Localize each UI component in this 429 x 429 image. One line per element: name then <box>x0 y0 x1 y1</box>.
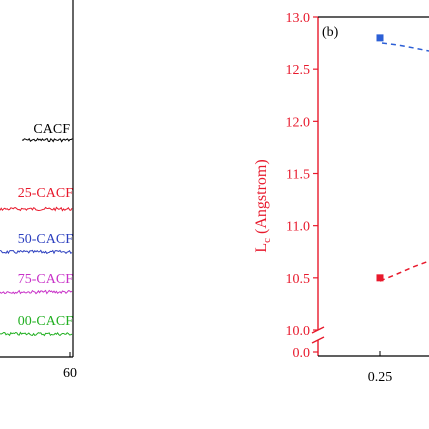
trace-25-cacf <box>0 206 73 212</box>
series-label-25-cacf: 25-CACF <box>18 186 73 201</box>
y-tick-label: 12.5 <box>286 63 311 78</box>
data-point-blue <box>376 34 384 42</box>
series-label-00-cacf: 00-CACF <box>18 314 73 329</box>
y-tick-label: 10.5 <box>286 272 311 287</box>
panel-a: 60 CACF 25-CACF 50-CACF 75-CACF 00-CACF <box>0 0 77 381</box>
series-label-50-cacf: 50-CACF <box>18 232 73 247</box>
panel-b-x-tick-label: 0.25 <box>368 370 393 385</box>
trace-00-cacf <box>0 331 73 337</box>
trace-50-cacf <box>0 249 73 255</box>
trace-75-cacf <box>0 289 73 295</box>
data-point-red <box>376 274 384 282</box>
series-label-75-cacf: 75-CACF <box>18 272 73 287</box>
y-tick-label: 11.5 <box>286 168 310 183</box>
trend-line-red <box>379 260 429 282</box>
y-tick-label: 12.0 <box>286 115 311 130</box>
panel-b: 0.25 13.0 12.5 12.0 11.5 11.0 10.5 10.0 0.0 (b)… <box>253 11 429 385</box>
panel-a-x-tick-label: 60 <box>63 366 77 381</box>
panel-b-y-axis-title: Lc (Angstrom) <box>253 159 273 252</box>
panel-b-label: (b) <box>322 25 339 40</box>
y-tick-label: 11.0 <box>286 220 310 235</box>
y-tick-label: 13.0 <box>286 11 311 26</box>
y-tick-label: 10.0 <box>286 324 311 339</box>
axis-break-mark-2 <box>311 336 325 344</box>
trace-cacf <box>21 137 73 143</box>
trend-line-blue <box>381 42 429 52</box>
series-label-cacf: CACF <box>33 122 70 137</box>
y-tick-label: 0.0 <box>293 346 311 361</box>
